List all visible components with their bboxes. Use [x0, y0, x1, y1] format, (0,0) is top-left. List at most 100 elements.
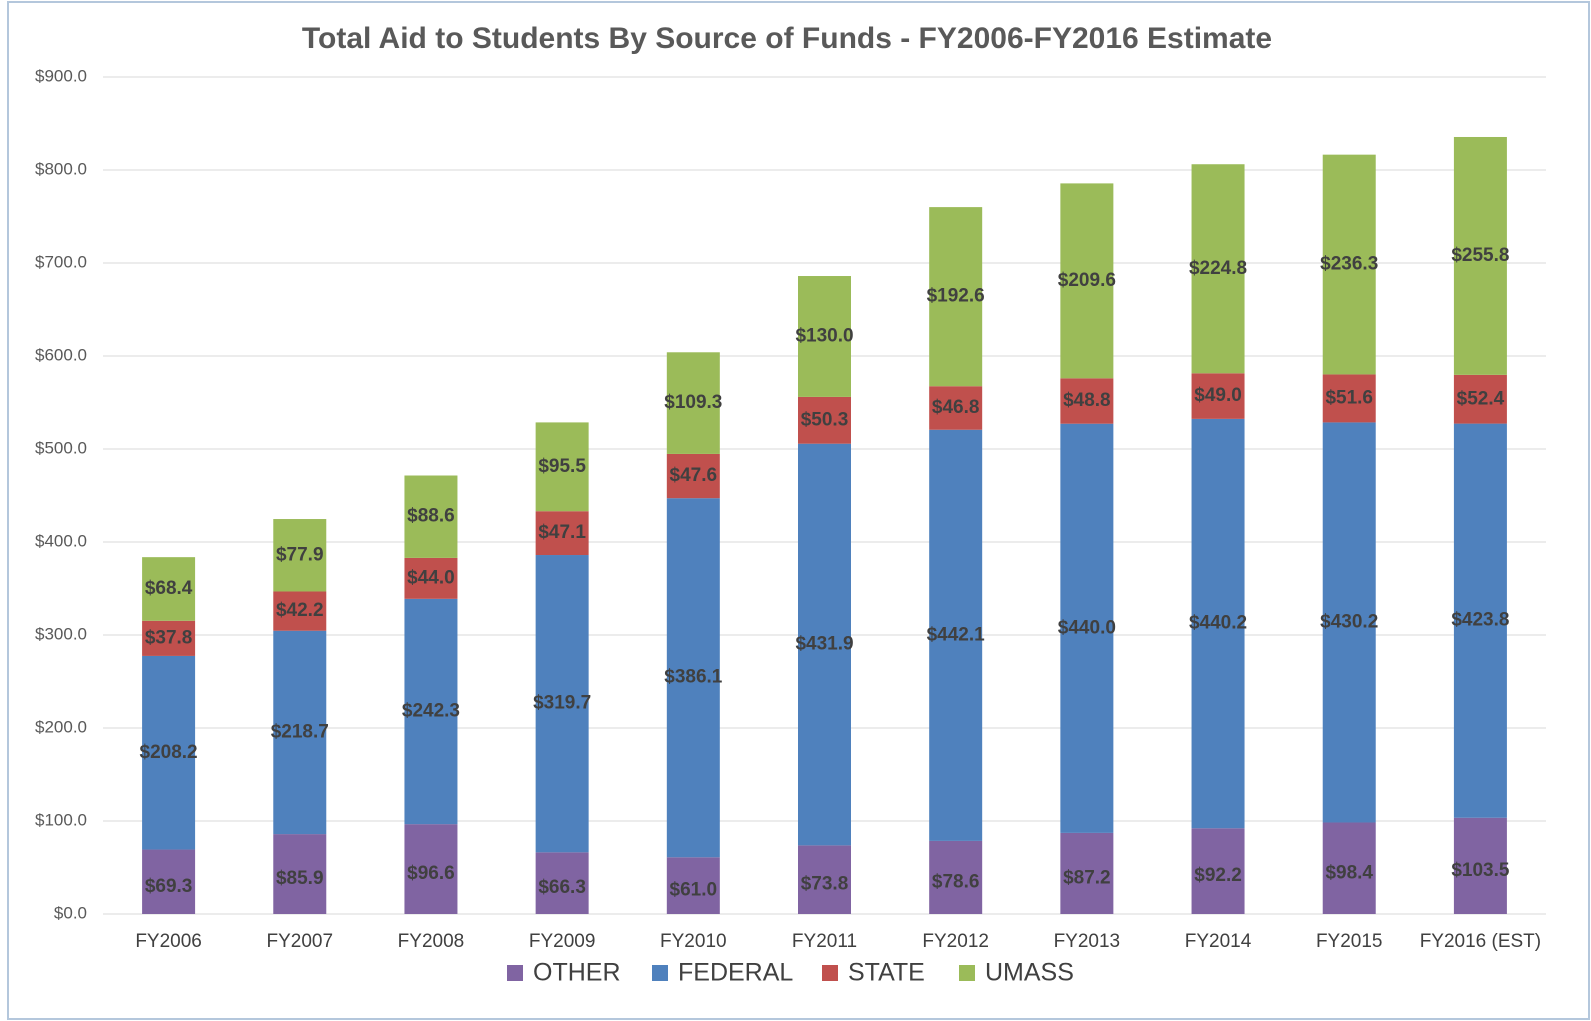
- bar-segment: [666, 352, 720, 454]
- legend-swatch: [652, 965, 668, 981]
- x-tick-label: FY2012: [922, 931, 989, 952]
- data-label: $48.8: [1063, 390, 1111, 411]
- bar-segment: [1322, 422, 1376, 823]
- bar-segment: [404, 557, 458, 599]
- data-label: $47.6: [670, 465, 718, 486]
- data-label: $440.2: [1189, 613, 1247, 634]
- chart-title: Total Aid to Students By Source of Funds…: [302, 22, 1272, 55]
- y-tick-label: $700.0: [35, 252, 87, 271]
- data-label: $51.6: [1325, 387, 1373, 408]
- bar-segment: [929, 429, 983, 841]
- bar-segment: [1453, 136, 1507, 375]
- x-tick-label: FY2008: [398, 931, 465, 952]
- data-label: $319.7: [533, 693, 591, 714]
- y-tick-label: $400.0: [35, 531, 87, 550]
- data-label: $440.0: [1058, 617, 1116, 638]
- bar-segment: [1453, 423, 1507, 818]
- legend-swatch: [959, 965, 975, 981]
- data-label: $52.4: [1457, 388, 1505, 409]
- bar-segment: [798, 443, 851, 846]
- bar-segment: [1191, 373, 1245, 419]
- bar-segment: [798, 845, 851, 914]
- data-label: $46.8: [932, 397, 980, 418]
- legend-swatch: [507, 965, 523, 981]
- legend-label: OTHER: [533, 959, 621, 987]
- data-label: $37.8: [145, 627, 193, 648]
- x-tick-label: FY2006: [135, 931, 202, 952]
- bar-segment: [798, 396, 851, 444]
- bar-segment: [1191, 828, 1245, 914]
- x-tick-label: FY2007: [266, 931, 333, 952]
- data-label: $430.2: [1320, 611, 1378, 632]
- data-label: $96.6: [407, 863, 455, 884]
- bar-segment: [1191, 164, 1245, 374]
- data-label: $42.2: [276, 600, 324, 621]
- data-label: $92.2: [1194, 865, 1242, 886]
- x-tick-label: FY2010: [660, 931, 727, 952]
- legend-label: STATE: [848, 959, 925, 987]
- bar-segment: [1322, 154, 1376, 375]
- bar-segment: [1191, 418, 1245, 829]
- bar-segment: [273, 519, 327, 592]
- bar-segment: [1453, 817, 1507, 914]
- data-label: $77.9: [276, 544, 324, 565]
- bar-segment: [535, 511, 589, 556]
- data-label: $386.1: [664, 667, 723, 688]
- data-label: $95.5: [538, 456, 586, 477]
- bar-segment: [535, 555, 589, 853]
- bar-segment: [1060, 832, 1114, 914]
- bar-segment: [929, 386, 983, 430]
- bar-segment: [142, 655, 196, 850]
- data-label: $50.3: [801, 409, 849, 430]
- y-tick-label: $900.0: [35, 66, 87, 85]
- data-label: $69.3: [145, 876, 193, 897]
- y-tick-label: $0.0: [54, 903, 87, 922]
- bar-segment: [535, 422, 589, 512]
- data-label: $423.8: [1451, 610, 1509, 631]
- bar-segment: [404, 598, 458, 825]
- x-tick-label: FY2014: [1185, 931, 1252, 952]
- data-label: $66.3: [538, 877, 586, 898]
- data-label: $218.7: [271, 721, 329, 742]
- data-label: $192.6: [927, 286, 985, 307]
- bar-segment: [273, 834, 327, 914]
- x-tick-label: FY2016 (EST): [1420, 931, 1541, 952]
- bar-segment: [929, 207, 983, 387]
- bar-segment: [798, 276, 851, 397]
- data-label: $87.2: [1063, 867, 1111, 888]
- bar-segment: [273, 591, 327, 631]
- y-tick-label: $600.0: [35, 345, 87, 364]
- bar-segment: [929, 840, 983, 914]
- legend-label: FEDERAL: [678, 959, 793, 987]
- x-tick-label: FY2013: [1054, 931, 1121, 952]
- y-tick-label: $500.0: [35, 438, 87, 457]
- bar-segment: [273, 630, 327, 835]
- legend-swatch: [822, 965, 838, 981]
- data-label: $209.6: [1058, 270, 1116, 291]
- data-label: $109.3: [664, 392, 722, 413]
- bar-segment: [1060, 183, 1114, 379]
- bar-segment: [535, 852, 589, 914]
- data-label: $208.2: [140, 742, 198, 763]
- x-tick-label: FY2015: [1316, 931, 1383, 952]
- data-label: $49.0: [1194, 385, 1242, 406]
- bar-segment: [1453, 374, 1507, 424]
- y-tick-label: $200.0: [35, 717, 87, 736]
- bar-segment: [1060, 423, 1114, 833]
- bar-segment: [404, 824, 458, 914]
- data-label: $61.0: [670, 880, 718, 901]
- data-label: $242.3: [402, 701, 460, 722]
- bar-segment: [1060, 378, 1114, 424]
- bar-segment: [142, 849, 196, 914]
- y-tick-label: $800.0: [35, 159, 87, 178]
- data-label: $85.9: [276, 868, 324, 889]
- data-label: $68.4: [145, 578, 193, 599]
- bar-segment: [666, 857, 720, 914]
- x-tick-label: FY2011: [792, 931, 857, 952]
- data-label: $78.6: [932, 871, 980, 892]
- y-tick-label: $300.0: [35, 624, 87, 643]
- bar-segment: [666, 498, 720, 858]
- data-label: $236.3: [1320, 254, 1378, 275]
- data-label: $224.8: [1189, 258, 1247, 279]
